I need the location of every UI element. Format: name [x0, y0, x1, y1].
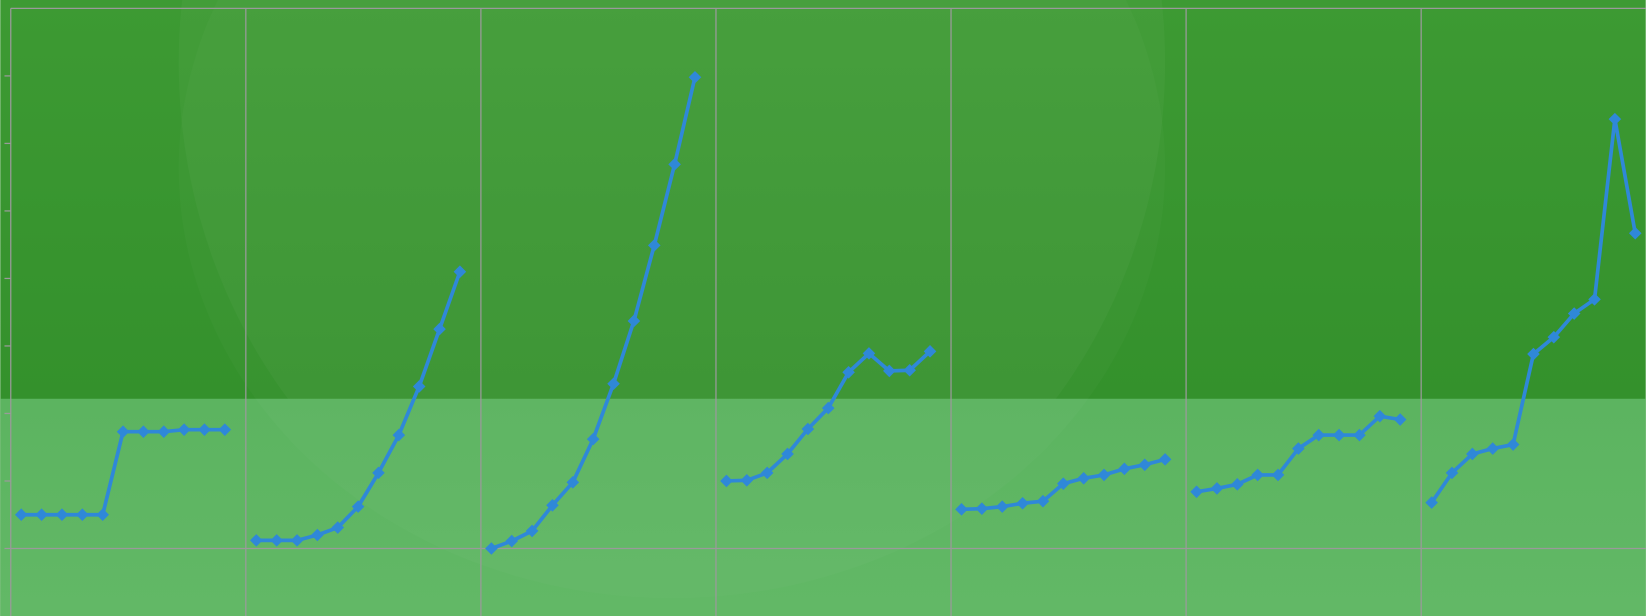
- marker: [485, 542, 498, 555]
- marker: [1393, 413, 1407, 426]
- marker: [1292, 442, 1305, 455]
- marker: [1312, 428, 1326, 442]
- marker: [1527, 347, 1540, 361]
- marker: [453, 265, 467, 278]
- marker: [1547, 330, 1561, 344]
- marker: [35, 508, 48, 522]
- marker: [740, 474, 754, 487]
- marker: [96, 508, 109, 522]
- marker: [688, 70, 702, 84]
- marker: [668, 158, 681, 171]
- marker: [1332, 428, 1346, 442]
- marker: [586, 432, 600, 446]
- marker: [923, 345, 937, 358]
- marker: [862, 347, 876, 360]
- marker: [1353, 428, 1366, 442]
- marker: [566, 476, 580, 489]
- marker: [392, 428, 406, 442]
- marker: [607, 377, 620, 391]
- marker: [412, 380, 426, 393]
- marker: [1628, 226, 1642, 240]
- marker: [1588, 293, 1601, 306]
- marker: [720, 474, 733, 488]
- marker: [1425, 496, 1438, 509]
- marker: [76, 508, 89, 522]
- marker: [1077, 471, 1090, 485]
- marker: [1567, 307, 1581, 320]
- marker: [14, 508, 28, 522]
- marker: [1057, 477, 1070, 490]
- marker: [1486, 442, 1500, 455]
- lower-band: [0, 398, 1646, 616]
- marker: [627, 314, 641, 328]
- marker: [1373, 409, 1387, 423]
